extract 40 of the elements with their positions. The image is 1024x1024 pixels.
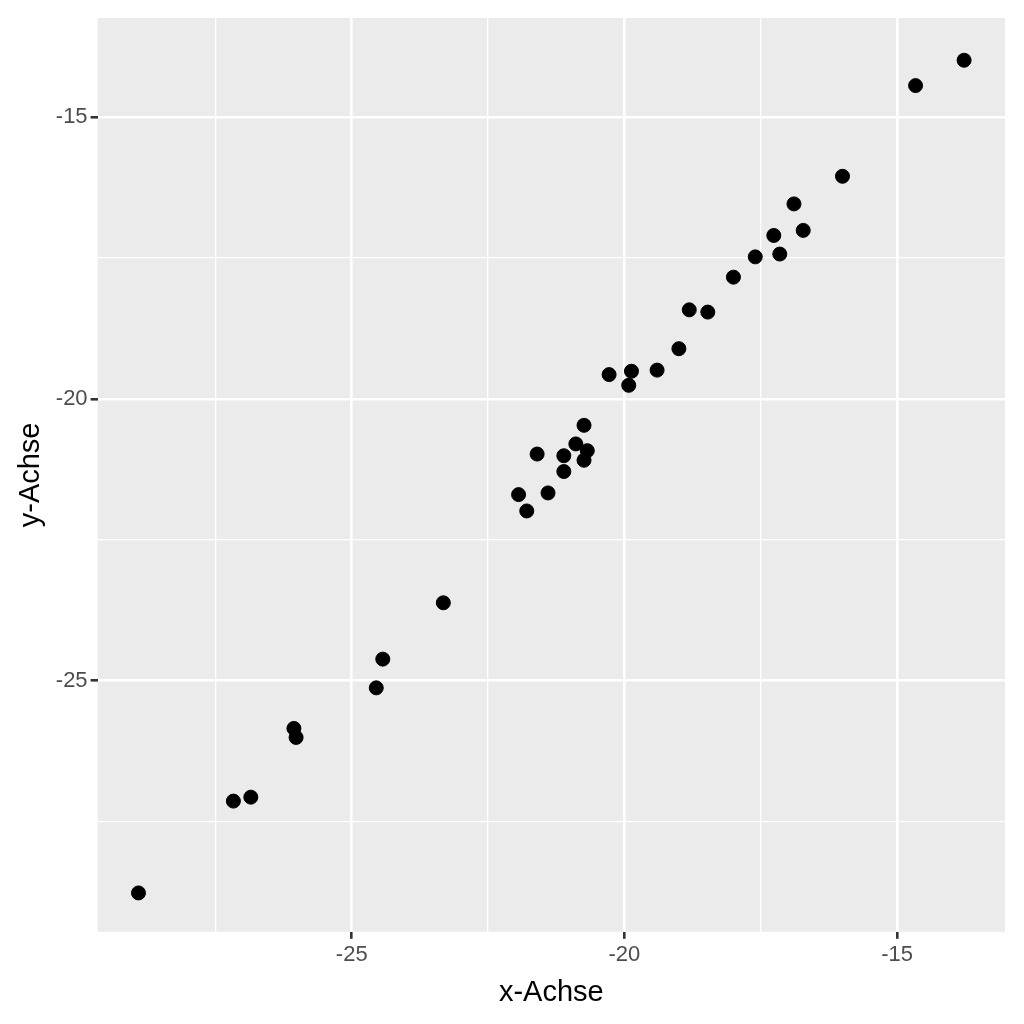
point bbox=[681, 302, 697, 318]
point bbox=[649, 362, 665, 378]
point bbox=[700, 304, 716, 320]
y-tick-label: -20 bbox=[55, 384, 88, 410]
point bbox=[243, 789, 259, 805]
point bbox=[772, 246, 788, 262]
y-tick-label: -25 bbox=[55, 666, 88, 692]
point bbox=[131, 885, 146, 901]
point bbox=[579, 443, 595, 459]
point bbox=[725, 269, 741, 285]
point bbox=[766, 227, 782, 243]
point bbox=[601, 367, 617, 383]
point bbox=[519, 503, 535, 519]
point bbox=[225, 793, 241, 809]
point bbox=[576, 417, 592, 433]
point bbox=[435, 595, 451, 611]
point bbox=[368, 680, 384, 696]
point bbox=[908, 78, 924, 94]
point bbox=[747, 249, 763, 265]
point bbox=[621, 377, 637, 393]
point bbox=[835, 168, 850, 184]
point bbox=[568, 436, 584, 452]
x-tick-label: -25 bbox=[335, 941, 368, 967]
point bbox=[529, 446, 545, 462]
point bbox=[375, 651, 391, 667]
point bbox=[540, 485, 556, 501]
point bbox=[623, 363, 639, 379]
x-tick-label: -15 bbox=[881, 941, 913, 967]
point bbox=[511, 487, 527, 503]
point bbox=[956, 52, 972, 68]
point bbox=[795, 222, 811, 238]
point bbox=[671, 341, 687, 357]
point bbox=[288, 729, 304, 745]
point bbox=[786, 196, 802, 212]
point bbox=[556, 464, 572, 480]
y-tick-label: -15 bbox=[55, 103, 88, 129]
x-axis-title: x-Achse bbox=[498, 974, 604, 1007]
x-tick-label: -20 bbox=[608, 941, 641, 967]
y-axis-title: y-Achse bbox=[13, 422, 46, 528]
point bbox=[556, 448, 572, 464]
